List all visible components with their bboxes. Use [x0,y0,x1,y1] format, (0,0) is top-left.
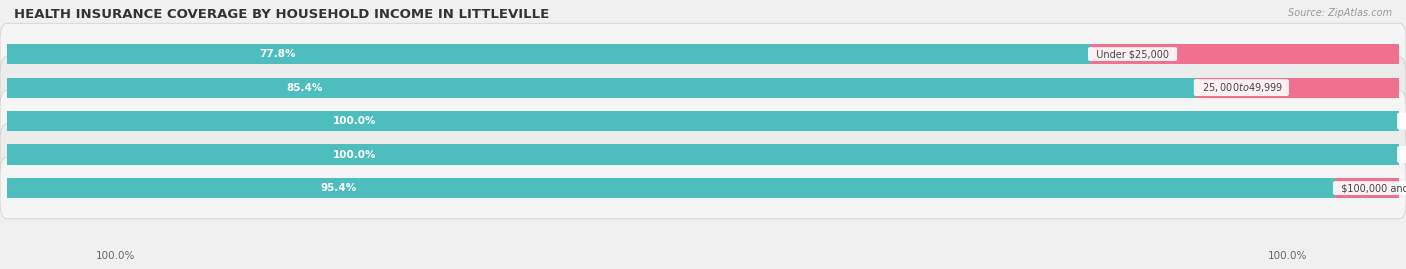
FancyBboxPatch shape [0,57,1406,118]
Bar [7,144,1399,165]
Text: 77.8%: 77.8% [260,49,297,59]
Text: $75,000 to $99,999: $75,000 to $99,999 [1399,148,1406,161]
Text: 85.4%: 85.4% [285,83,322,93]
Text: 100.0%: 100.0% [333,150,377,160]
Bar [1090,44,1399,64]
Bar [7,44,1090,64]
Text: 95.4%: 95.4% [321,183,357,193]
Text: 100.0%: 100.0% [96,251,135,261]
Bar [1195,77,1400,98]
Text: 100.0%: 100.0% [1268,251,1308,261]
Text: 100.0%: 100.0% [333,116,377,126]
Text: $50,000 to $74,999: $50,000 to $74,999 [1399,115,1406,128]
Text: Under $25,000: Under $25,000 [1090,49,1175,59]
Text: Source: ZipAtlas.com: Source: ZipAtlas.com [1288,8,1392,18]
FancyBboxPatch shape [0,90,1406,152]
Text: HEALTH INSURANCE COVERAGE BY HOUSEHOLD INCOME IN LITTLEVILLE: HEALTH INSURANCE COVERAGE BY HOUSEHOLD I… [14,8,550,21]
Bar [7,178,1334,198]
FancyBboxPatch shape [0,157,1406,219]
FancyBboxPatch shape [0,23,1406,85]
Text: $25,000 to $49,999: $25,000 to $49,999 [1195,81,1286,94]
Bar [7,111,1399,131]
Text: $100,000 and over: $100,000 and over [1334,183,1406,193]
Bar [1334,178,1399,198]
FancyBboxPatch shape [0,124,1406,185]
Bar [7,77,1195,98]
